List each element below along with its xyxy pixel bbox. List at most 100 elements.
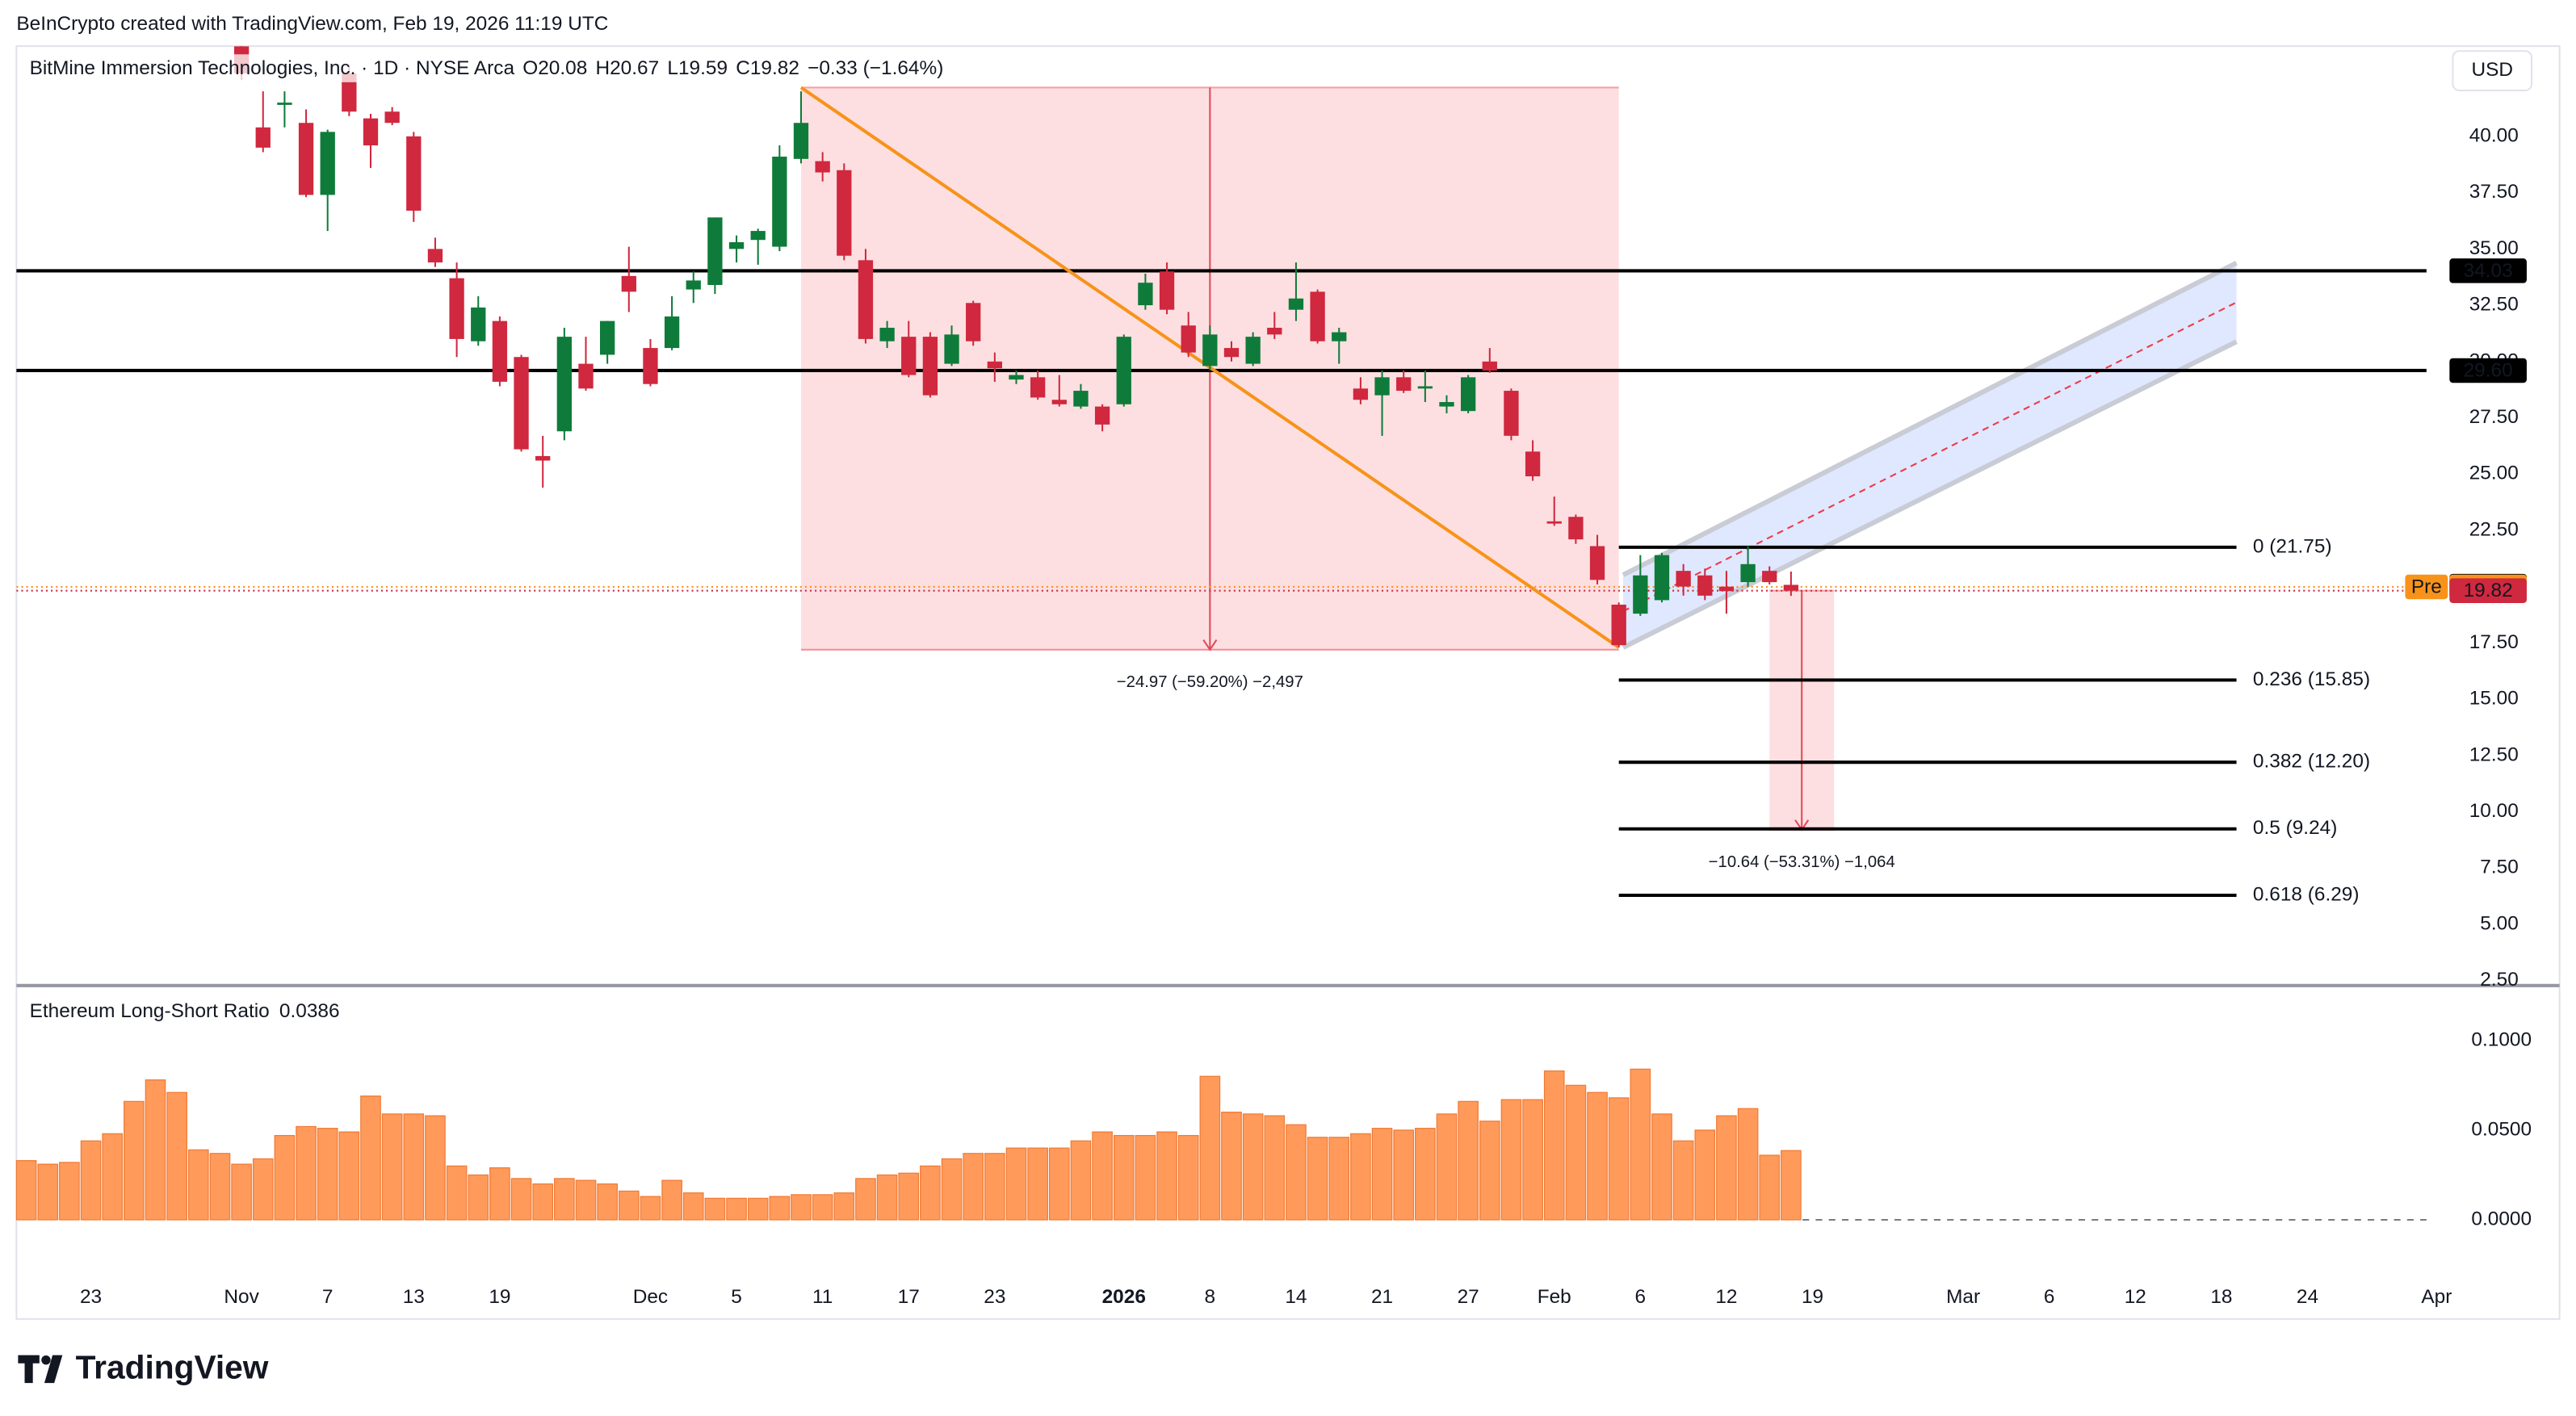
- y-tick-label: 15.00: [2469, 688, 2519, 710]
- candle-body: [837, 170, 852, 256]
- ratio-bar: [209, 1153, 231, 1221]
- ratio-bar: [102, 1133, 124, 1221]
- ratio-bar: [682, 1192, 704, 1221]
- candle-body: [1267, 327, 1282, 335]
- candle-body: [535, 455, 551, 461]
- ratio-bar: [704, 1197, 726, 1221]
- ratio-bar: [1672, 1140, 1694, 1221]
- ratio-bar: [317, 1128, 338, 1221]
- candle-body: [1525, 451, 1541, 477]
- ratio-bar: [1415, 1128, 1436, 1221]
- chart-frame: [15, 45, 2561, 1320]
- x-tick-label: Mar: [1946, 1286, 1980, 1308]
- ratio-bar: [1027, 1147, 1048, 1221]
- ratio-bar: [1328, 1137, 1350, 1221]
- brand-logo: [18, 1355, 63, 1384]
- candle-body: [1116, 337, 1131, 404]
- ratio-bar: [1371, 1128, 1393, 1221]
- candle-body: [643, 348, 658, 384]
- x-tick-label: 19: [1802, 1286, 1823, 1308]
- ratio-bar: [1565, 1084, 1587, 1221]
- x-tick-label: 5: [731, 1286, 742, 1308]
- channel-fill: [1623, 262, 2237, 647]
- candle-body: [987, 361, 1003, 369]
- ratio-bar: [1630, 1068, 1651, 1221]
- ratio-bar: [166, 1091, 187, 1221]
- candle-body: [1697, 575, 1713, 596]
- ratio-bar: [1350, 1133, 1371, 1221]
- x-tick-label: 18: [2210, 1286, 2232, 1308]
- logo-slash: [44, 1355, 63, 1384]
- ratio-bar: [59, 1162, 80, 1221]
- x-tick-label: Feb: [1538, 1286, 1571, 1308]
- ratio-bar: [1177, 1134, 1199, 1221]
- ratio-bar: [747, 1197, 769, 1221]
- x-tick-label: 2026: [1102, 1286, 1146, 1308]
- ratio-bar: [769, 1196, 791, 1221]
- y-tick-label: 0.0000: [2471, 1208, 2532, 1230]
- fib-label: 0.5 (9.24): [2253, 817, 2337, 839]
- ratio-bar: [187, 1149, 209, 1221]
- candle-body: [1633, 575, 1648, 614]
- candle-body: [514, 357, 529, 450]
- legend-key: C: [736, 57, 750, 79]
- legend-key: H: [595, 57, 610, 79]
- price-box-label: 19.82: [2464, 580, 2513, 601]
- candle-body: [1396, 377, 1412, 392]
- candle-body: [1073, 391, 1089, 407]
- candle-body: [1138, 283, 1153, 306]
- ratio-bar: [1587, 1091, 1608, 1221]
- price-box: [2449, 258, 2527, 283]
- x-tick-label: Dec: [633, 1286, 668, 1308]
- candle-body: [342, 73, 357, 112]
- legend-value: 20.67: [610, 57, 659, 79]
- ratio-bar: [145, 1079, 166, 1221]
- ratio-bar: [833, 1192, 855, 1221]
- y-tick-label: 0.0500: [2471, 1118, 2532, 1140]
- candle-body: [1310, 291, 1325, 341]
- ratio-bar: [1135, 1134, 1156, 1221]
- channel-lower: [1622, 339, 2238, 650]
- ratio-bar: [941, 1158, 963, 1221]
- currency-button[interactable]: [2452, 50, 2533, 92]
- candle-body: [793, 123, 809, 159]
- candle-body: [1546, 521, 1562, 524]
- legend-key: L: [667, 57, 678, 79]
- measure-label: −24.97 (−59.20%) −2,497: [1117, 673, 1303, 691]
- ratio-bar: [1759, 1154, 1781, 1221]
- x-tick-label: 11: [812, 1286, 833, 1308]
- ratio-bar: [898, 1172, 920, 1221]
- measure-label: −10.64 (−53.31%) −1,064: [1709, 853, 1895, 871]
- y-tick-label: 10.00: [2469, 800, 2519, 822]
- candle-body: [1202, 334, 1218, 367]
- ratio-bar: [1393, 1129, 1415, 1221]
- y-tick-label: 37.50: [2469, 181, 2519, 203]
- ratio-bar: [597, 1183, 618, 1221]
- candle-body: [1568, 517, 1584, 540]
- candle-body: [320, 132, 335, 195]
- candle-body: [471, 307, 486, 341]
- candle-body: [1589, 546, 1605, 580]
- candle-body: [621, 275, 636, 292]
- ratio-bar: [1500, 1099, 1522, 1221]
- ratio-bar: [1781, 1150, 1802, 1221]
- candle-body: [1504, 391, 1519, 436]
- ratio-bar: [554, 1178, 575, 1221]
- y-tick-label: 35.00: [2469, 237, 2519, 259]
- currency-label: USD: [2471, 59, 2513, 81]
- ratio-bar: [1651, 1113, 1672, 1221]
- x-tick-label: 19: [489, 1286, 510, 1308]
- indicator-value: 0.0386: [279, 1000, 340, 1022]
- candle-body: [879, 327, 895, 341]
- ratio-bar: [231, 1163, 252, 1221]
- candle-body: [384, 111, 400, 124]
- brand-name: TradingView: [76, 1349, 269, 1386]
- x-tick-label: 21: [1371, 1286, 1393, 1308]
- ratio-bar: [661, 1179, 682, 1221]
- x-tick-label: 6: [1635, 1286, 1647, 1308]
- y-tick-label: 32.50: [2469, 294, 2519, 316]
- candle-body: [815, 161, 830, 173]
- ratio-bar: [252, 1158, 274, 1221]
- candle-body: [1009, 375, 1024, 380]
